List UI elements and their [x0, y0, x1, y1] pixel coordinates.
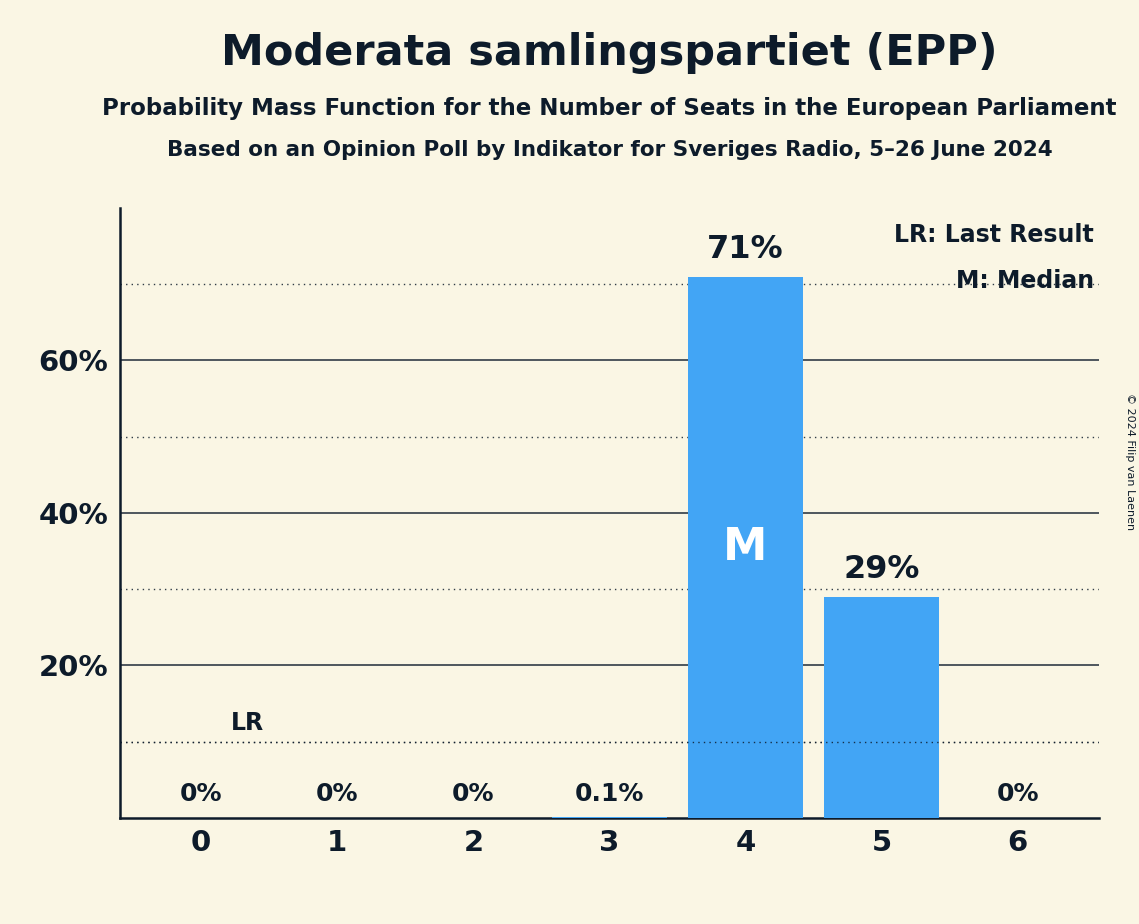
- Text: 71%: 71%: [707, 234, 784, 265]
- Text: LR: Last Result: LR: Last Result: [894, 223, 1095, 247]
- Text: 0%: 0%: [180, 783, 222, 807]
- Text: Moderata samlingspartiet (EPP): Moderata samlingspartiet (EPP): [221, 32, 998, 74]
- Bar: [823, 597, 940, 818]
- Bar: [688, 276, 803, 818]
- Text: © 2024 Filip van Laenen: © 2024 Filip van Laenen: [1125, 394, 1134, 530]
- Text: 0.1%: 0.1%: [575, 783, 644, 807]
- Text: Probability Mass Function for the Number of Seats in the European Parliament: Probability Mass Function for the Number…: [103, 97, 1116, 120]
- Text: LR: LR: [231, 711, 264, 736]
- Text: 0%: 0%: [452, 783, 494, 807]
- Text: 0%: 0%: [316, 783, 359, 807]
- Text: 0%: 0%: [997, 783, 1039, 807]
- Text: Based on an Opinion Poll by Indikator for Sveriges Radio, 5–26 June 2024: Based on an Opinion Poll by Indikator fo…: [166, 140, 1052, 161]
- Text: 29%: 29%: [843, 554, 919, 585]
- Text: M: M: [723, 526, 768, 568]
- Text: M: Median: M: Median: [956, 269, 1095, 293]
